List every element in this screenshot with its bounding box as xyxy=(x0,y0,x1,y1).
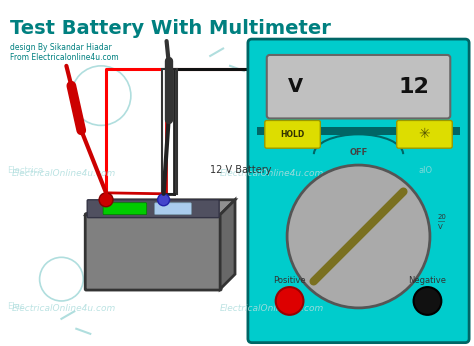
Text: V: V xyxy=(288,77,303,96)
Circle shape xyxy=(276,287,303,315)
Text: Elec: Elec xyxy=(7,302,24,311)
Polygon shape xyxy=(86,200,235,215)
Text: ElectricalOnline4u.com: ElectricalOnline4u.com xyxy=(220,304,324,313)
Text: Test Battery With Multimeter: Test Battery With Multimeter xyxy=(10,19,331,38)
Circle shape xyxy=(287,165,430,308)
Text: Negative: Negative xyxy=(409,276,447,285)
Polygon shape xyxy=(220,200,235,289)
FancyBboxPatch shape xyxy=(162,69,177,194)
Circle shape xyxy=(158,194,170,206)
Text: ElectricalOnline4u.com: ElectricalOnline4u.com xyxy=(12,304,116,313)
Text: design By Sikandar Hiadar: design By Sikandar Hiadar xyxy=(10,43,111,52)
Text: alO: alO xyxy=(428,302,443,311)
Circle shape xyxy=(99,193,113,207)
FancyBboxPatch shape xyxy=(397,120,452,148)
Text: 20
―
V: 20 ― V xyxy=(438,213,447,230)
FancyBboxPatch shape xyxy=(267,55,450,118)
Circle shape xyxy=(414,287,441,315)
FancyBboxPatch shape xyxy=(257,127,460,135)
FancyBboxPatch shape xyxy=(103,203,147,215)
Text: 12: 12 xyxy=(399,77,429,97)
Text: 12 V Battery: 12 V Battery xyxy=(210,165,272,175)
Text: ElectricalOnline4u.com: ElectricalOnline4u.com xyxy=(12,169,116,177)
Text: ✳: ✳ xyxy=(419,127,430,141)
FancyBboxPatch shape xyxy=(87,200,219,218)
FancyBboxPatch shape xyxy=(265,120,320,148)
FancyBboxPatch shape xyxy=(85,214,221,290)
Text: Positive: Positive xyxy=(273,276,306,285)
Text: ElectricalOnline4u.com: ElectricalOnline4u.com xyxy=(220,169,324,177)
Text: OFF: OFF xyxy=(349,148,368,157)
Text: alO: alO xyxy=(419,166,433,175)
Text: Electrica: Electrica xyxy=(7,166,43,175)
Text: From Electricalonline4u.com: From Electricalonline4u.com xyxy=(10,53,118,62)
FancyBboxPatch shape xyxy=(248,39,469,343)
FancyBboxPatch shape xyxy=(155,203,191,215)
Text: HOLD: HOLD xyxy=(281,130,305,139)
